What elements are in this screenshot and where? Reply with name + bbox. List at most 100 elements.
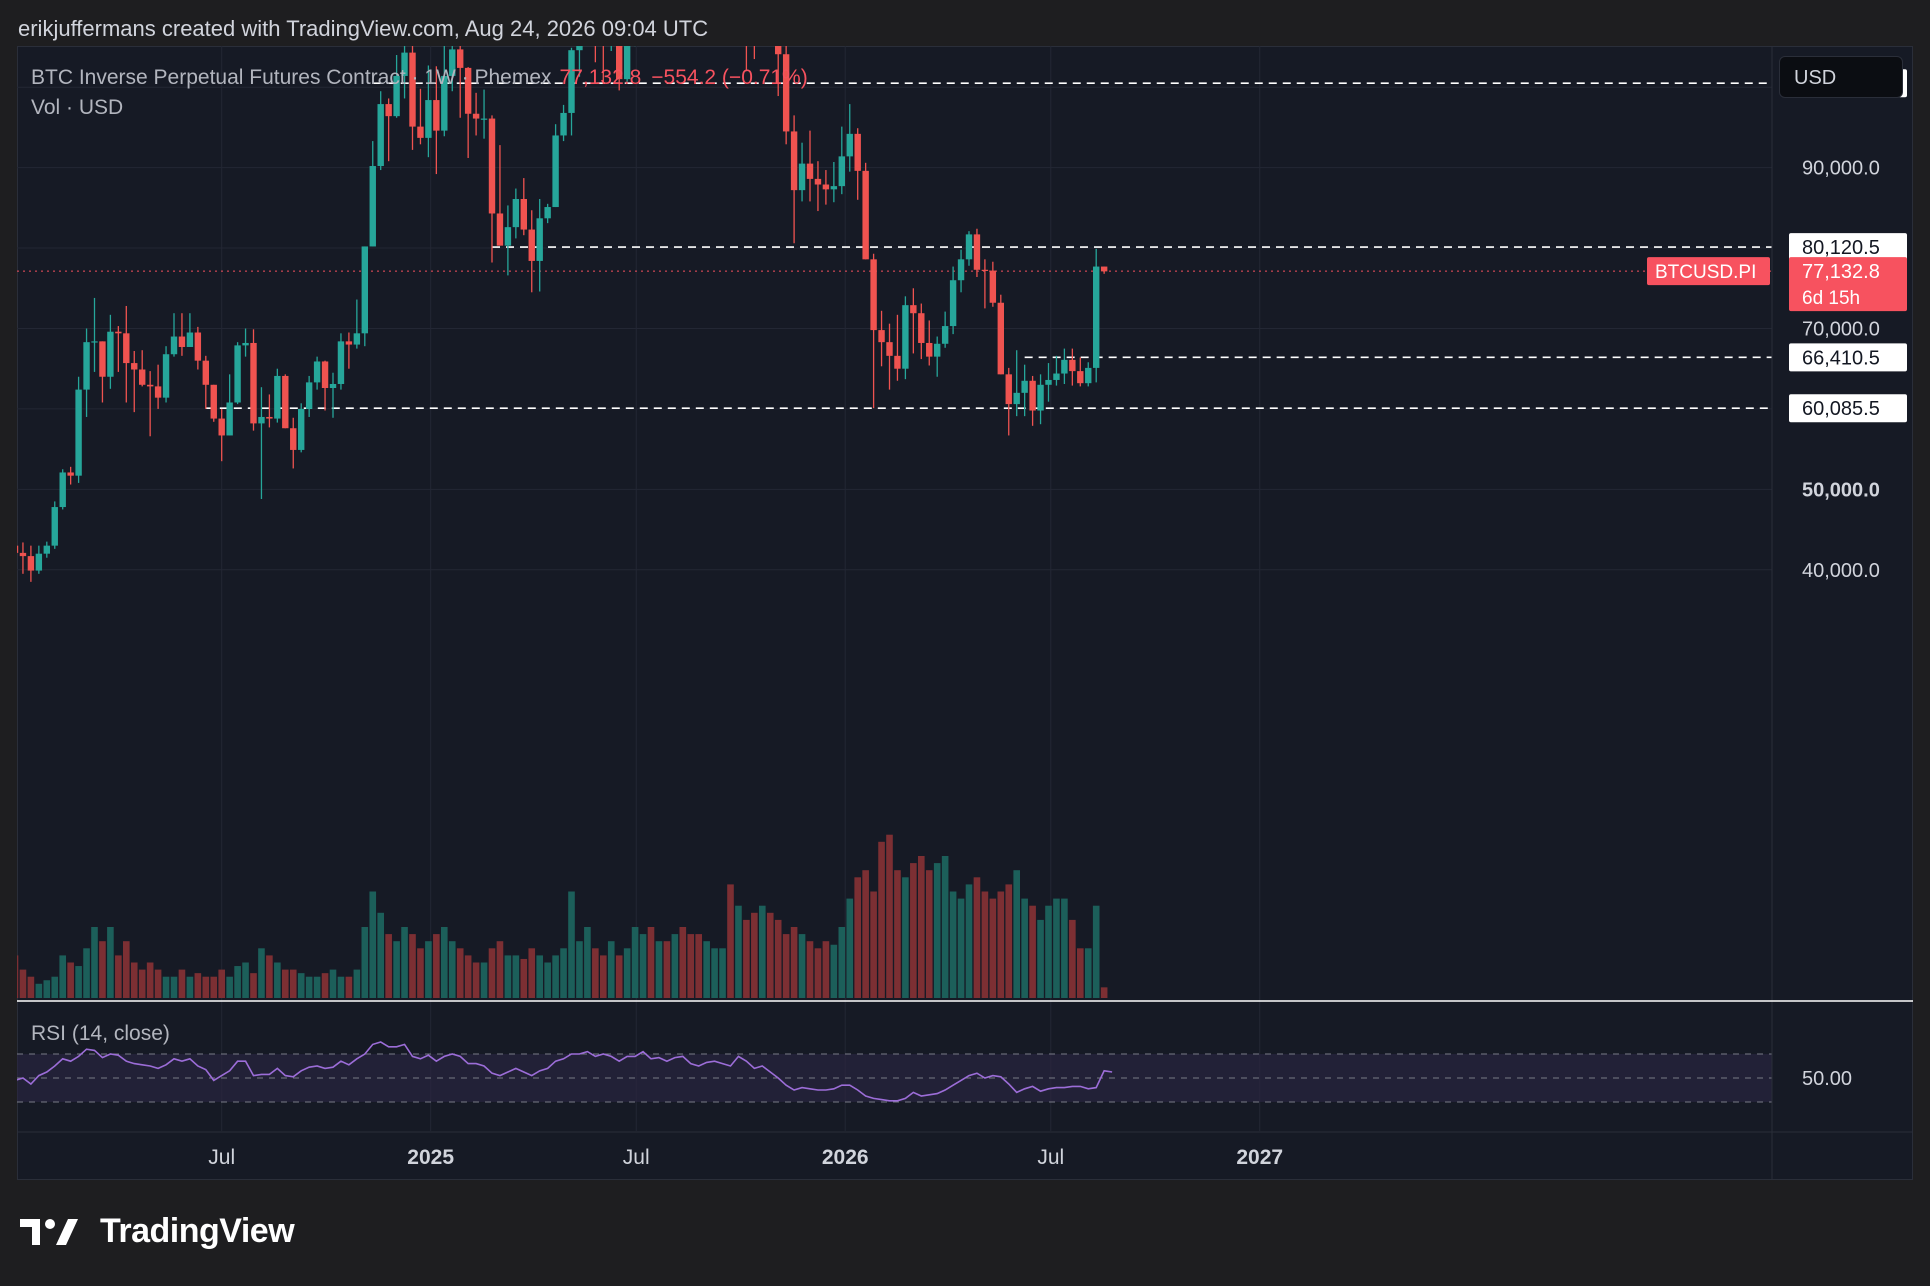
candle-body: [298, 408, 305, 450]
level-label-box: [1789, 233, 1907, 262]
volume-bar: [592, 948, 599, 998]
volume-legend[interactable]: Vol · USD: [31, 96, 124, 119]
rsi-legend[interactable]: RSI (14, close): [31, 1022, 170, 1045]
volume-bar: [623, 948, 631, 998]
volume-bar: [488, 948, 496, 998]
candle-body: [814, 178, 822, 185]
volume-bar: [393, 941, 400, 998]
volume-bar: [846, 898, 854, 998]
volume-bar: [814, 948, 822, 998]
candle-body: [941, 326, 949, 344]
horizontal-levels: [17, 82, 1772, 410]
candle-body: [464, 67, 472, 114]
price-tick-label: 70,000.0: [1802, 318, 1880, 340]
candle-body: [274, 375, 281, 419]
candle-body: [154, 386, 162, 398]
candle-body: [1061, 359, 1068, 374]
candle-body: [552, 135, 559, 208]
candle-body: [313, 361, 321, 383]
candle-body: [250, 342, 257, 424]
volume-bar: [353, 969, 361, 998]
candle-body: [926, 342, 933, 357]
volume-bar: [981, 891, 989, 998]
volume-bar: [27, 976, 35, 998]
candle-body: [854, 133, 861, 171]
volume-bar: [671, 934, 679, 998]
candle-body: [480, 118, 488, 120]
candle-body: [186, 332, 194, 347]
volume-bar: [902, 877, 909, 998]
volume-bar: [154, 969, 162, 998]
volume-bar: [854, 877, 861, 998]
chart-caption: erikjuffermans created with TradingView.…: [18, 16, 709, 41]
volume-bar: [361, 927, 369, 998]
time-tick-label: Jul: [623, 1146, 650, 1169]
volume-bar: [576, 941, 583, 998]
price-tick-label: 50,000.0: [1802, 479, 1880, 501]
level-label: 60,085.5: [1802, 398, 1880, 420]
volume-bar: [329, 969, 337, 998]
candle-body: [894, 355, 901, 369]
volume-bar: [910, 863, 917, 998]
volume-bar: [512, 955, 520, 998]
volume-bar: [663, 941, 671, 998]
price-tick-label: 40,000.0: [1802, 560, 1880, 582]
volume-bar: [886, 834, 893, 998]
candlestick-chart[interactable]: 140,000.0130,000.0120,000.0110,000.090,0…: [17, 46, 1913, 1180]
volume-bar: [186, 976, 194, 998]
candle-body: [472, 113, 480, 119]
candle-body: [170, 336, 178, 355]
candle-body: [51, 507, 58, 546]
volume-bar: [313, 976, 321, 998]
volume-bar: [234, 966, 241, 998]
volume-bar: [870, 891, 877, 998]
candle-body: [409, 52, 416, 127]
volume-bar: [425, 941, 432, 998]
candle-body: [806, 163, 814, 179]
candle-body: [989, 270, 997, 303]
candle-body: [345, 341, 353, 345]
legend-price: 77,132.8: [559, 66, 642, 89]
volume-bar: [289, 969, 297, 998]
candle-body: [910, 305, 917, 314]
volume-bar: [202, 976, 210, 998]
candle-body: [544, 207, 551, 219]
candle-body: [353, 333, 361, 345]
candle-body: [1053, 373, 1060, 380]
symbol-legend[interactable]: BTC Inverse Perpetual Futures Contract ·…: [31, 66, 808, 90]
volume-bar: [464, 955, 472, 998]
price-axis: 140,000.0130,000.0120,000.0110,000.090,0…: [1647, 46, 1907, 1180]
candle-body: [902, 305, 909, 369]
candle-body: [17, 545, 19, 553]
candle-body: [616, 46, 623, 80]
candle-body: [59, 472, 66, 508]
candle-body: [560, 112, 567, 136]
currency-button[interactable]: USD: [1779, 56, 1903, 98]
volume-bar: [687, 934, 695, 998]
candle-body: [822, 184, 830, 190]
volume-bar: [798, 934, 806, 998]
volume-bar: [639, 934, 647, 998]
candle-body: [1029, 380, 1036, 411]
candle-body: [965, 234, 973, 260]
volume-bar: [385, 934, 392, 998]
candle-body: [290, 428, 297, 450]
candle-body: [27, 556, 35, 571]
candle-body: [321, 361, 329, 389]
level-label-box: [1789, 343, 1907, 372]
candle-body: [838, 156, 845, 187]
candle-body: [449, 49, 456, 76]
volume-bar: [655, 941, 663, 998]
volume-bar: [743, 919, 750, 998]
candle-body: [775, 46, 782, 55]
volume-bar: [51, 976, 59, 998]
volume-bar: [1061, 898, 1068, 998]
volume-bar: [918, 856, 925, 998]
candle-body: [123, 333, 130, 364]
volume-bar: [695, 934, 702, 998]
volume-bar: [448, 941, 456, 998]
candle-body: [417, 126, 424, 138]
candle-body: [226, 402, 233, 436]
volume-bar: [266, 955, 273, 998]
candle-body: [949, 280, 957, 327]
